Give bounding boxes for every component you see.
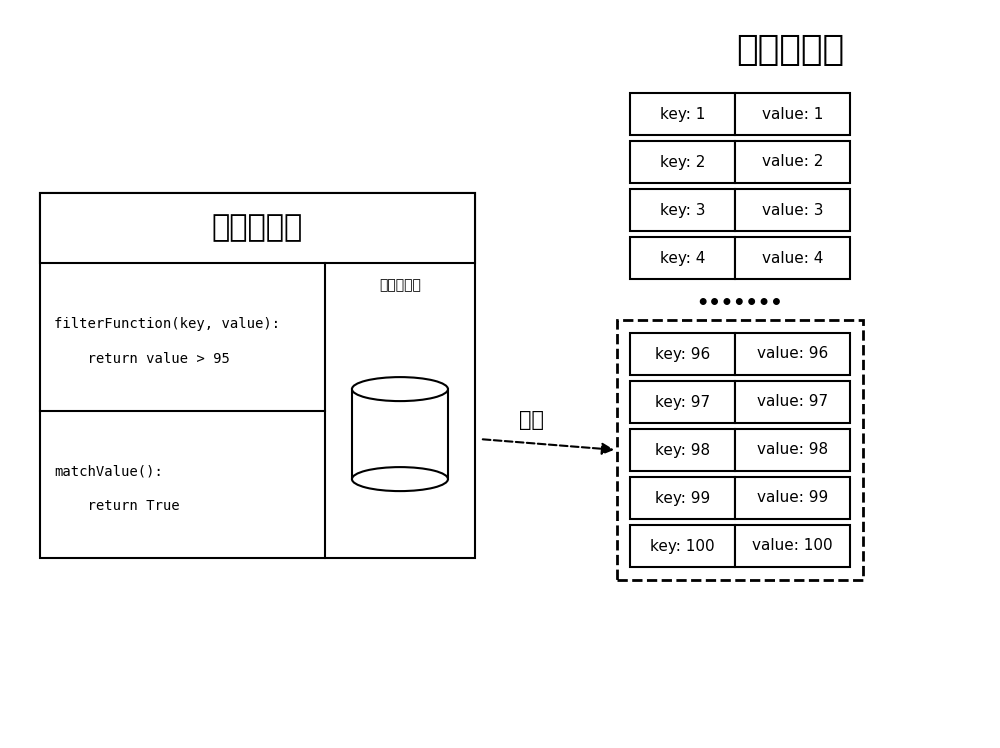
Text: key: 99: key: 99 bbox=[655, 491, 710, 506]
Bar bbox=[617, 320, 863, 580]
Bar bbox=[630, 333, 735, 375]
Text: 数据项存储: 数据项存储 bbox=[379, 278, 421, 292]
Bar bbox=[40, 193, 475, 263]
Bar bbox=[735, 189, 850, 231]
Bar bbox=[735, 333, 850, 375]
Text: key: 3: key: 3 bbox=[660, 203, 705, 218]
Bar bbox=[352, 389, 448, 479]
Bar bbox=[735, 477, 850, 519]
Text: value: 98: value: 98 bbox=[757, 443, 828, 458]
Text: value: 97: value: 97 bbox=[757, 394, 828, 409]
Text: return True: return True bbox=[54, 499, 180, 513]
Bar bbox=[40, 193, 475, 558]
Text: key: 4: key: 4 bbox=[660, 251, 705, 266]
Bar bbox=[630, 237, 735, 279]
Text: •••••••: ••••••• bbox=[697, 293, 783, 313]
Text: value: 2: value: 2 bbox=[762, 155, 823, 170]
Bar bbox=[630, 381, 735, 423]
Text: filterFunction(key, value):: filterFunction(key, value): bbox=[54, 316, 280, 331]
Bar bbox=[630, 429, 735, 471]
Text: value: 96: value: 96 bbox=[757, 346, 828, 361]
Text: return value > 95: return value > 95 bbox=[54, 352, 230, 366]
Text: key: 97: key: 97 bbox=[655, 394, 710, 409]
Text: key: 100: key: 100 bbox=[650, 539, 715, 554]
Text: key: 98: key: 98 bbox=[655, 443, 710, 458]
Text: key: 2: key: 2 bbox=[660, 155, 705, 170]
Text: matchValue():: matchValue(): bbox=[54, 465, 163, 478]
Text: value: 99: value: 99 bbox=[757, 491, 828, 506]
Bar bbox=[630, 525, 735, 567]
Text: key: 1: key: 1 bbox=[660, 106, 705, 121]
Bar bbox=[630, 477, 735, 519]
Text: key: 96: key: 96 bbox=[655, 346, 710, 361]
Bar bbox=[630, 141, 735, 183]
Text: value: 1: value: 1 bbox=[762, 106, 823, 121]
Ellipse shape bbox=[352, 377, 448, 401]
Ellipse shape bbox=[352, 467, 448, 491]
Bar bbox=[735, 381, 850, 423]
Text: value: 100: value: 100 bbox=[752, 539, 833, 554]
Bar bbox=[735, 429, 850, 471]
Bar bbox=[735, 141, 850, 183]
Bar bbox=[630, 189, 735, 231]
Bar bbox=[630, 93, 735, 135]
Text: value: 4: value: 4 bbox=[762, 251, 823, 266]
Text: 存储: 存储 bbox=[518, 410, 544, 429]
Bar bbox=[735, 525, 850, 567]
Text: 键値对数据: 键値对数据 bbox=[736, 33, 844, 67]
Text: 子集过滤器: 子集过滤器 bbox=[212, 213, 303, 242]
Text: value: 3: value: 3 bbox=[762, 203, 823, 218]
Bar bbox=[735, 93, 850, 135]
Bar bbox=[735, 237, 850, 279]
